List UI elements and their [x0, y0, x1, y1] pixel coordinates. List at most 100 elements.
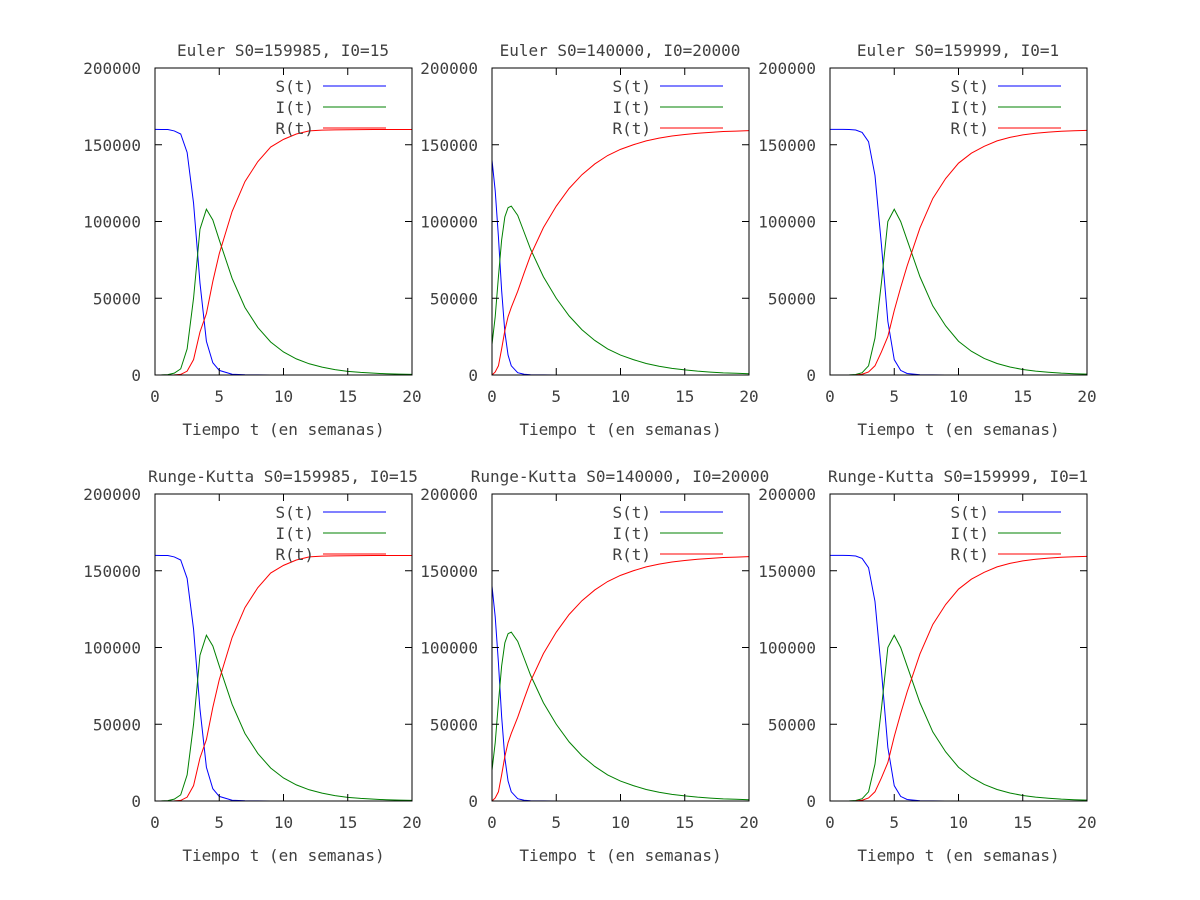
- chart-6-series-i-line: [829, 634, 1088, 802]
- chart-5-ytick-label: 50000: [430, 715, 478, 734]
- chart-1-legend-label: R(t): [275, 119, 314, 138]
- chart-5-ytick-label: 0: [468, 792, 478, 811]
- chart-6-legend-label: I(t): [950, 524, 989, 543]
- chart-6-ytick-label: 200000: [758, 485, 816, 504]
- chart-2-legend-label: S(t): [612, 77, 651, 96]
- chart-1-legend-label: S(t): [275, 77, 314, 96]
- chart-2-xtick-label: 15: [675, 387, 694, 406]
- chart-4-xtick-label: 15: [338, 813, 357, 832]
- chart-2-title: Euler S0=140000, I0=20000: [500, 41, 741, 60]
- chart-2-xtick-label: 10: [611, 387, 630, 406]
- chart-5-ytick-label: 150000: [420, 562, 478, 581]
- chart-5-series-s-line: [491, 586, 749, 802]
- chart-6-ytick-label: 150000: [758, 562, 816, 581]
- chart-1-xtick-label: 15: [338, 387, 357, 406]
- chart-4-ytick-label: 100000: [83, 639, 141, 658]
- chart-6-series-r-line: [830, 555, 1088, 802]
- chart-3-ytick-label: 200000: [758, 59, 816, 78]
- chart-1-legend-label: I(t): [275, 98, 314, 117]
- chart-5-ytick-label: 200000: [420, 485, 478, 504]
- chart-1-xtick-label: 10: [274, 387, 293, 406]
- chart-1-ytick-label: 50000: [93, 289, 141, 308]
- chart-2-series-r-line: [491, 130, 750, 376]
- chart-4-xtick-label: 0: [150, 813, 160, 832]
- chart-3-ytick-label: 50000: [768, 289, 816, 308]
- chart-5: Runge-Kutta S0=140000, I0=20000 0 5 10 15 200…: [420, 467, 769, 865]
- chart-1-xtick-label: 0: [150, 387, 160, 406]
- chart-2-ytick-label: 0: [468, 366, 478, 385]
- chart-2-xtick-label: 0: [487, 387, 497, 406]
- chart-4-xtick-label: 5: [214, 813, 224, 832]
- chart-1-xtick-label: 20: [402, 387, 421, 406]
- chart-2-ytick-label: 150000: [420, 136, 478, 155]
- chart-5-ytick-label: 100000: [420, 639, 478, 658]
- chart-1: Euler S0=159985, I0=15 0 5 10 15 20 0 50000 1000…: [83, 41, 421, 439]
- chart-4-legend-label: R(t): [275, 545, 314, 564]
- chart-3-legend-label: S(t): [950, 77, 989, 96]
- chart-5-xtick-label: 15: [675, 813, 694, 832]
- chart-4-ytick-label: 0: [131, 792, 141, 811]
- chart-3-ytick-label: 150000: [758, 136, 816, 155]
- chart-2-xtick-label: 20: [739, 387, 758, 406]
- chart-1-series-i-line: [154, 208, 413, 376]
- chart-1-series-r-line: [155, 128, 413, 376]
- chart-2-legend-label: I(t): [612, 98, 651, 117]
- chart-5-xtick-label: 10: [611, 813, 630, 832]
- chart-5-xtick-label: 5: [551, 813, 561, 832]
- chart-5-legend-label: S(t): [612, 503, 651, 522]
- chart-3-xtick-label: 10: [949, 387, 968, 406]
- chart-2-xlabel: Tiempo t (en semanas): [519, 420, 721, 439]
- chart-4-ytick-label: 50000: [93, 715, 141, 734]
- chart-4-title: Runge-Kutta S0=159985, I0=15: [148, 467, 418, 486]
- chart-2-series-i-line: [491, 205, 750, 375]
- chart-4-ytick-label: 150000: [83, 562, 141, 581]
- chart-6-ytick-label: 0: [806, 792, 816, 811]
- chart-1-ytick-label: 0: [131, 366, 141, 385]
- chart-6-ytick-label: 50000: [768, 715, 816, 734]
- chart-3-xtick-label: 5: [889, 387, 899, 406]
- chart-6-xlabel: Tiempo t (en semanas): [857, 846, 1059, 865]
- chart-6-legend-label: S(t): [950, 503, 989, 522]
- chart-4: Runge-Kutta S0=159985, I0=15 0 5 10 15 20 0 500…: [83, 467, 421, 865]
- chart-3-series-r-line: [830, 129, 1088, 376]
- chart-5-xtick-label: 20: [739, 813, 758, 832]
- chart-4-series-i-line: [154, 634, 413, 802]
- chart-3-xlabel: Tiempo t (en semanas): [857, 420, 1059, 439]
- chart-6-series-s-line: [829, 554, 1087, 802]
- chart-1-ytick-label: 100000: [83, 213, 141, 232]
- chart-3-series-s-line: [829, 128, 1087, 376]
- chart-5-xlabel: Tiempo t (en semanas): [519, 846, 721, 865]
- chart-2: Euler S0=140000, I0=20000 0 5 10 15 20 0 50000 1…: [420, 41, 758, 439]
- chart-6-xtick-label: 0: [825, 813, 835, 832]
- chart-3-ytick-label: 0: [806, 366, 816, 385]
- chart-2-ytick-label: 200000: [420, 59, 478, 78]
- chart-3-xtick-label: 20: [1077, 387, 1096, 406]
- chart-2-ytick-label: 50000: [430, 289, 478, 308]
- chart-3: Euler S0=159999, I0=1 0 5 10 15 20 0 50000 10000…: [758, 41, 1096, 439]
- chart-2-xtick-label: 5: [551, 387, 561, 406]
- chart-6-legend-label: R(t): [950, 545, 989, 564]
- chart-4-series-s-line: [154, 554, 412, 802]
- chart-2-ytick-label: 100000: [420, 213, 478, 232]
- chart-4-xlabel: Tiempo t (en semanas): [182, 846, 384, 865]
- chart-5-title: Runge-Kutta S0=140000, I0=20000: [471, 467, 770, 486]
- chart-4-legend-label: I(t): [275, 524, 314, 543]
- chart-4-series-r-line: [155, 554, 413, 802]
- chart-5-legend-label: I(t): [612, 524, 651, 543]
- chart-5-legend-label: R(t): [612, 545, 651, 564]
- chart-3-ytick-label: 100000: [758, 213, 816, 232]
- chart-1-xlabel: Tiempo t (en semanas): [182, 420, 384, 439]
- chart-3-legend-label: R(t): [950, 119, 989, 138]
- chart-3-xtick-label: 0: [825, 387, 835, 406]
- chart-6-ytick-label: 100000: [758, 639, 816, 658]
- chart-4-xtick-label: 20: [402, 813, 421, 832]
- chart-5-series-r-line: [491, 556, 750, 802]
- chart-5-series-i-line: [491, 631, 750, 801]
- chart-2-legend-label: R(t): [612, 119, 651, 138]
- chart-4-legend-label: S(t): [275, 503, 314, 522]
- chart-6-xtick-label: 10: [949, 813, 968, 832]
- chart-1-title: Euler S0=159985, I0=15: [177, 41, 389, 60]
- chart-6-xtick-label: 15: [1013, 813, 1032, 832]
- chart-1-ytick-label: 150000: [83, 136, 141, 155]
